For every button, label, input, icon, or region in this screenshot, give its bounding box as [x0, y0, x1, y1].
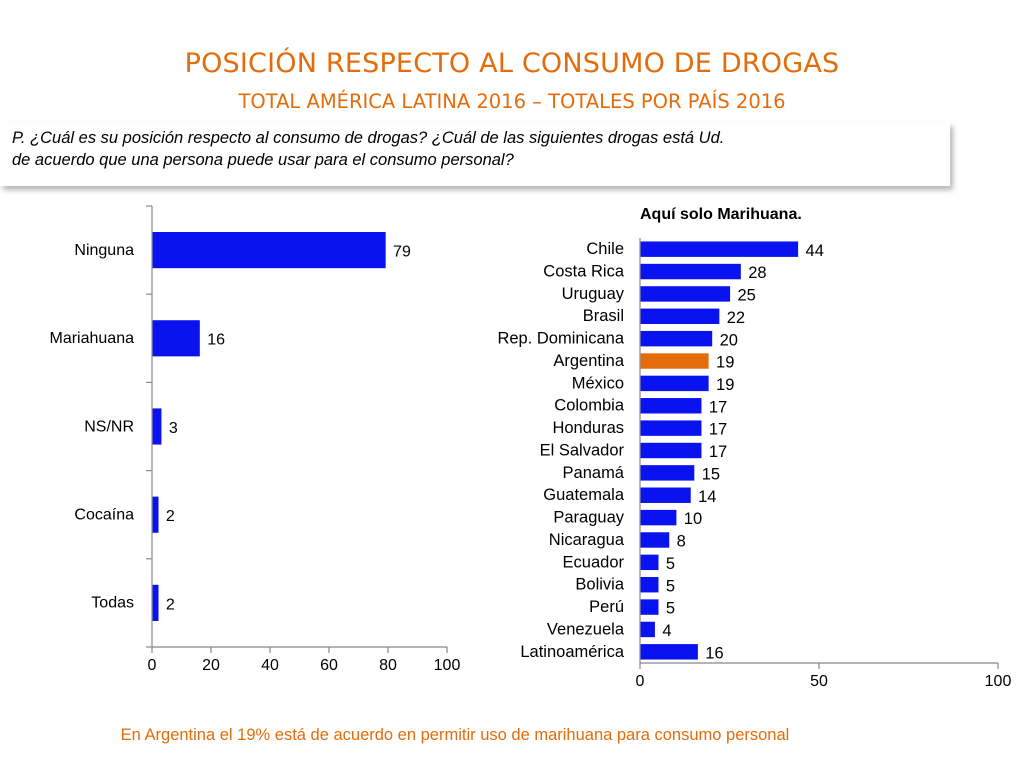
value-label: 19	[716, 376, 734, 394]
category-label: Nicaragua	[549, 531, 625, 549]
value-label: 17	[709, 421, 727, 439]
value-label: 22	[727, 309, 745, 327]
value-label: 25	[738, 287, 756, 305]
value-label: 4	[662, 622, 671, 640]
question-text: P. ¿Cuál es su posición respecto al cons…	[12, 127, 932, 171]
category-label: Venezuela	[547, 620, 625, 638]
x-tick-label: 80	[379, 657, 397, 674]
bar-argentina	[640, 353, 709, 369]
category-label: Perú	[589, 598, 624, 616]
category-label: Uruguay	[562, 285, 625, 303]
value-label: 15	[702, 465, 720, 483]
bar-cocaína	[152, 496, 159, 533]
x-tick-label: 40	[261, 657, 279, 674]
category-label: Mariahuana	[50, 330, 135, 347]
category-label: México	[572, 374, 624, 392]
footer-note: En Argentina el 19% está de acuerdo en p…	[120, 726, 790, 744]
bar-latinoamérica	[640, 644, 698, 660]
value-label: 19	[716, 354, 734, 372]
x-tick-label: 60	[320, 657, 338, 674]
category-label: Panamá	[563, 464, 625, 482]
bar-panamá	[640, 465, 695, 481]
bar-ecuador	[640, 554, 659, 571]
category-label: Honduras	[552, 419, 624, 437]
category-label: Latinoamérica	[520, 643, 624, 661]
x-tick-label: 20	[202, 657, 220, 674]
bar-ns-nr	[152, 408, 162, 445]
bar-paraguay	[640, 509, 677, 526]
bar-venezuela	[640, 621, 655, 638]
category-label: El Salvador	[540, 441, 625, 459]
bar-colombia	[640, 398, 702, 414]
category-label: Guatemala	[543, 486, 625, 504]
category-label: Ecuador	[563, 553, 625, 571]
value-label: 44	[806, 242, 824, 260]
bar-costa-rica	[640, 263, 741, 280]
page-title: POSICIÓN RESPECTO AL CONSUMO DE DROGAS	[184, 48, 840, 79]
value-label: 2	[166, 596, 175, 613]
x-tick-label: 100	[434, 657, 461, 674]
category-label: Brasil	[583, 307, 624, 325]
bar-méxico	[640, 375, 709, 392]
value-label: 5	[666, 577, 675, 595]
bar-mariahuana	[152, 320, 200, 357]
bar-bolivia	[640, 576, 659, 593]
bar-chile	[640, 241, 799, 257]
chart-title: Aquí solo Marihuana.	[640, 206, 802, 223]
value-label: 2	[166, 508, 175, 525]
bar-perú	[640, 599, 659, 615]
category-label: Argentina	[553, 352, 624, 370]
category-label: Ninguna	[74, 242, 134, 259]
bar-guatemala	[640, 487, 691, 503]
value-label: 17	[709, 398, 727, 416]
category-label: Paraguay	[553, 509, 624, 527]
value-label: 5	[666, 600, 675, 618]
value-label: 14	[698, 488, 716, 506]
value-label: 28	[748, 264, 766, 282]
value-label: 8	[677, 533, 686, 551]
category-label: Cocaína	[74, 507, 134, 524]
value-label: 16	[705, 644, 723, 662]
bar-brasil	[640, 308, 720, 325]
value-label: 3	[169, 420, 178, 437]
x-tick-label: 0	[636, 673, 645, 690]
category-label: Rep. Dominicana	[497, 330, 624, 348]
bar-el-salvador	[640, 442, 702, 459]
question-box: P. ¿Cuál es su posición respecto al cons…	[0, 122, 950, 186]
x-tick-label: 0	[148, 657, 157, 674]
x-tick-label: 50	[810, 673, 828, 690]
bar-todas	[152, 584, 159, 621]
category-label: NS/NR	[84, 418, 134, 435]
value-label: 5	[666, 555, 675, 573]
value-label: 20	[720, 331, 738, 349]
category-label: Todas	[91, 595, 134, 612]
value-label: 17	[709, 443, 727, 461]
question-line-2: de acuerdo que una persona puede usar pa…	[12, 151, 514, 169]
value-label: 16	[207, 332, 225, 349]
category-label: Colombia	[554, 397, 625, 415]
bar-uruguay	[640, 286, 731, 302]
category-label: Chile	[586, 240, 624, 258]
question-line-1: P. ¿Cuál es su posición respecto al cons…	[12, 129, 725, 147]
value-label: 10	[684, 510, 702, 528]
x-tick-label: 100	[985, 673, 1012, 690]
bar-rep-dominicana	[640, 330, 713, 347]
page-subtitle: TOTAL AMÉRICA LATINA 2016 – TOTALES POR …	[238, 90, 786, 113]
category-label: Costa Rica	[543, 263, 625, 281]
category-label: Bolivia	[575, 576, 624, 594]
bar-nicaragua	[640, 532, 670, 548]
bar-ninguna	[152, 232, 386, 269]
value-label: 79	[393, 244, 411, 261]
bar-honduras	[640, 420, 702, 436]
